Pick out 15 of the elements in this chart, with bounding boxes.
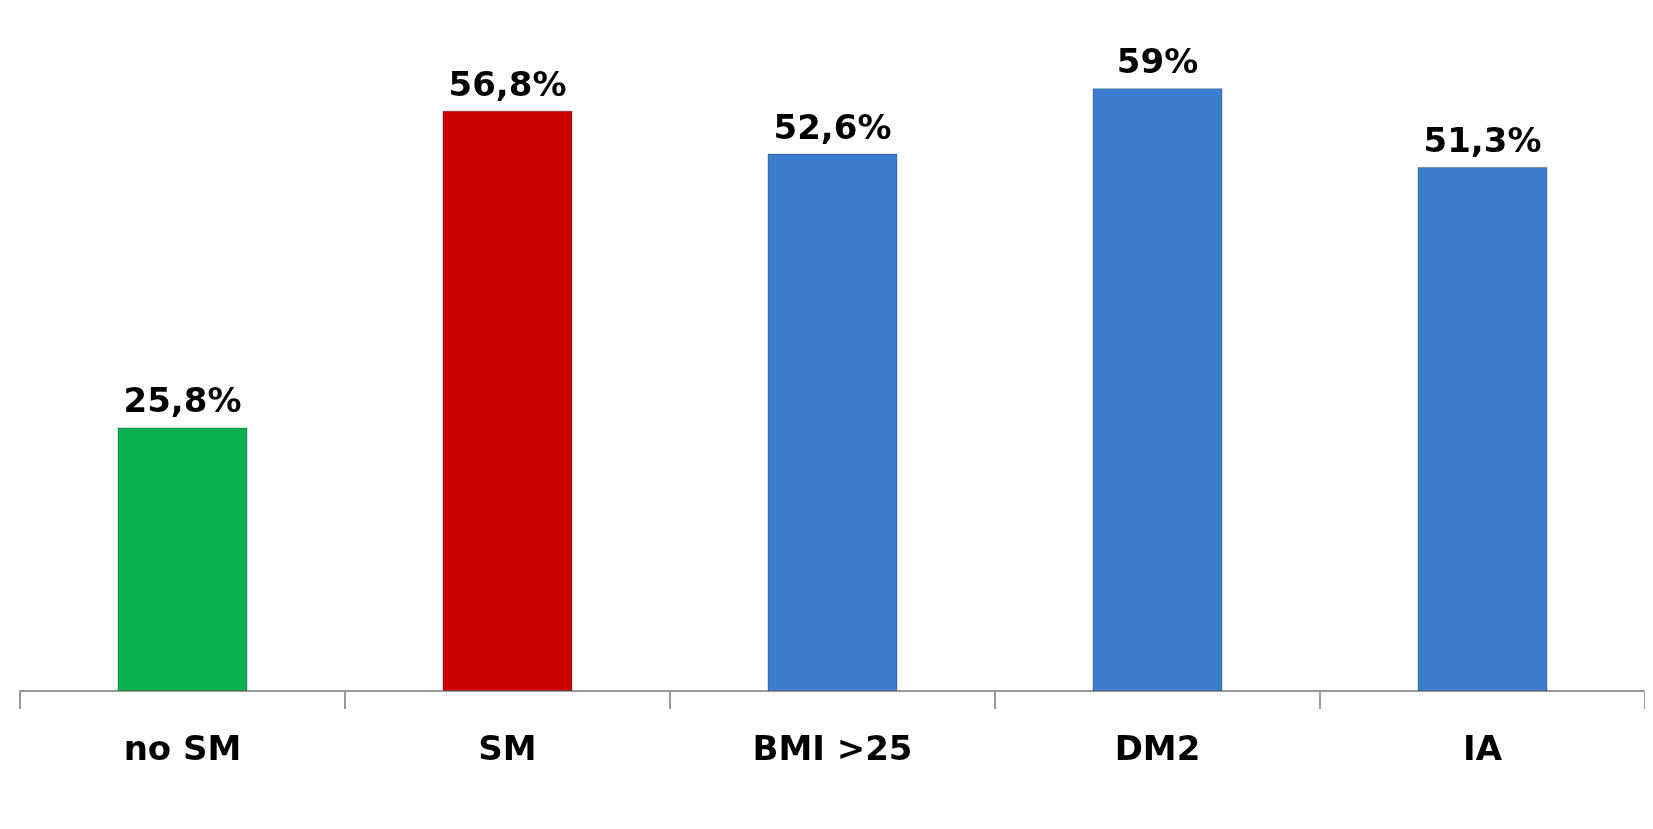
bar	[442, 110, 573, 691]
data-label: 52,6%	[773, 106, 892, 147]
bar	[767, 153, 898, 691]
data-label: 25,8%	[123, 380, 242, 421]
data-label: 59%	[1116, 41, 1199, 82]
x-tick-label: no SM	[123, 728, 242, 768]
data-label: 56,8%	[448, 63, 567, 104]
bar	[117, 427, 248, 691]
x-tick-label: DM2	[1114, 728, 1201, 768]
x-tick-label: SM	[478, 728, 537, 768]
bar	[1092, 88, 1223, 691]
bar	[1417, 166, 1548, 691]
x-tick-label: BMI >25	[752, 728, 913, 768]
x-tick-label: IA	[1463, 728, 1503, 768]
data-label: 51,3%	[1423, 119, 1542, 160]
